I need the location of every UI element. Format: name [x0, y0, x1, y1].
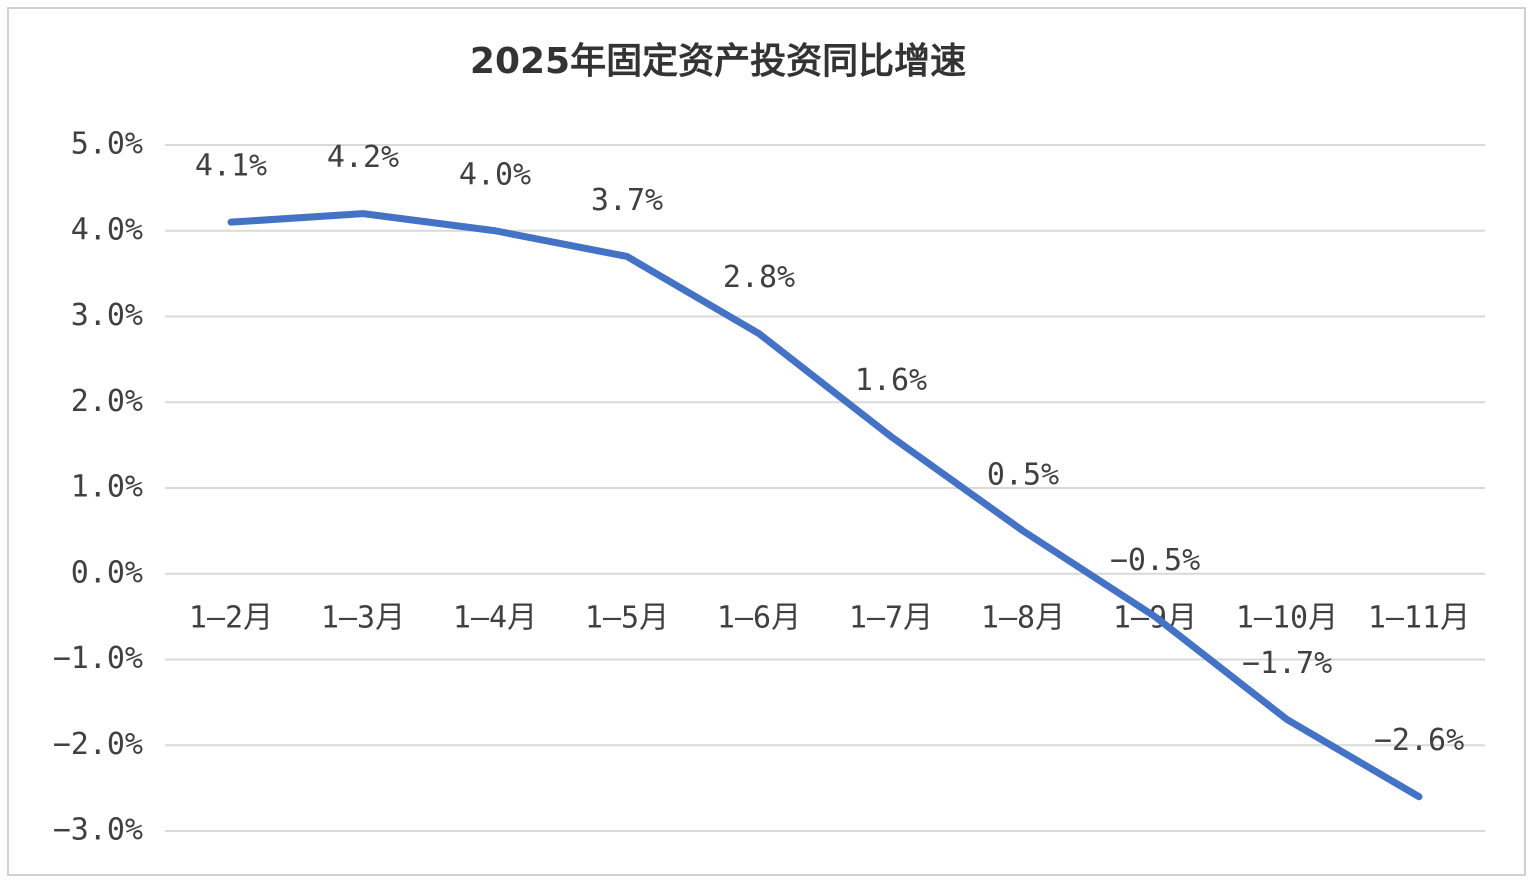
y-tick-label: −2.0%	[53, 727, 143, 762]
data-label: 4.2%	[327, 140, 399, 175]
y-tick-label: 3.0%	[71, 298, 143, 333]
x-tick-label: 1—3月	[321, 600, 405, 635]
data-label: 0.5%	[987, 457, 1059, 492]
x-tick-label: 1—8月	[981, 600, 1065, 635]
data-label: 2.8%	[723, 260, 795, 295]
data-label: 4.0%	[459, 157, 531, 192]
y-tick-label: 0.0%	[71, 555, 143, 590]
data-label: 1.6%	[855, 363, 927, 398]
chart-border	[7, 7, 1526, 876]
data-label: 3.7%	[591, 183, 663, 218]
y-tick-label: 4.0%	[71, 212, 143, 247]
data-label: −2.6%	[1374, 723, 1464, 758]
y-tick-label: 2.0%	[71, 384, 143, 419]
data-label: −0.5%	[1110, 543, 1200, 578]
x-tick-label: 1—6月	[717, 600, 801, 635]
y-tick-label: 1.0%	[71, 470, 143, 505]
chart-title: 2025年固定资产投资同比增速	[470, 41, 966, 82]
data-label: 4.1%	[195, 149, 267, 184]
y-tick-label: 5.0%	[71, 127, 143, 162]
x-tick-label: 1—7月	[849, 600, 933, 635]
x-tick-label: 1—10月	[1236, 600, 1338, 635]
data-label: −1.7%	[1242, 646, 1332, 681]
x-tick-label: 1—4月	[453, 600, 537, 635]
x-tick-label: 1—11月	[1368, 600, 1470, 635]
x-tick-label: 1—2月	[189, 600, 273, 635]
data-line	[227, 210, 1423, 801]
x-tick-label: 1—5月	[585, 600, 669, 635]
y-tick-label: −1.0%	[53, 641, 143, 676]
y-tick-label: −3.0%	[53, 813, 143, 848]
